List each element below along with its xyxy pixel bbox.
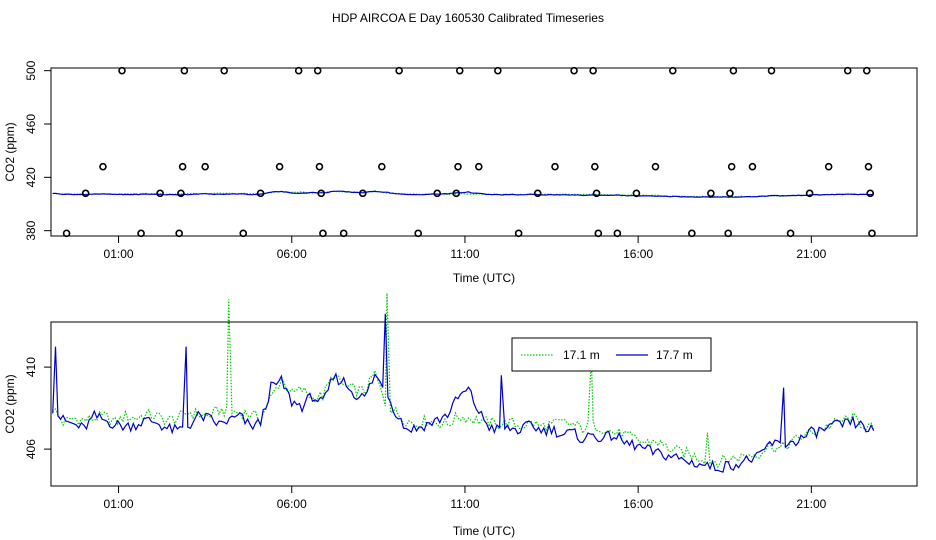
top-x-tick-label: 21:00 [796, 247, 826, 261]
bottom-y-axis: 406 410 [24, 357, 51, 459]
calibration-point [452, 189, 461, 198]
calibration-point [175, 229, 183, 238]
calibration-point [866, 189, 875, 198]
calibration-point [358, 189, 367, 198]
calibration-point [868, 229, 876, 238]
calibration-point [256, 189, 265, 198]
calibration-point [177, 189, 185, 198]
calibration-point [455, 66, 464, 75]
top-plot-frame [50, 67, 918, 237]
calibration-point [317, 189, 325, 198]
calibration-point [178, 162, 187, 171]
top-x-tick-label: 01:00 [104, 247, 134, 261]
calibration-point [118, 66, 126, 75]
top-x-tick-label: 11:00 [450, 247, 479, 261]
bottom-y-axis-label: CO2 (ppm) [3, 374, 17, 433]
bottom-panel: 01:00 06:00 11:00 16:00 21:00 406 410 Time (U… [3, 293, 918, 538]
top-calibration-points [62, 66, 876, 238]
calibration-point [748, 162, 757, 171]
calibration-point [275, 162, 284, 171]
calibration-point [180, 66, 189, 75]
calibration-point [239, 229, 248, 238]
chart-title: HDP AIRCOA E Day 160530 Calibrated Times… [332, 11, 604, 25]
bottom-x-tick-label: 11:00 [450, 497, 479, 511]
calibration-point [156, 189, 164, 198]
legend: 17.1 m 17.7 m [511, 337, 712, 372]
series-line-17-1-m [52, 293, 875, 469]
calibration-point [454, 162, 462, 171]
top-y-tick-label: 500 [24, 60, 38, 80]
calibration-point [494, 66, 502, 75]
calibration-point [313, 66, 322, 75]
series-line-17-7-m [52, 313, 875, 473]
calibration-point [727, 162, 736, 171]
calibration-point [824, 162, 833, 171]
calibration-point [319, 229, 327, 238]
calibration-point [724, 229, 733, 238]
calibration-point [99, 162, 107, 171]
bottom-x-tick-label: 16:00 [623, 497, 653, 511]
calibration-point [651, 162, 660, 171]
calibration-point [475, 162, 483, 171]
bottom-x-tick-label: 06:00 [277, 497, 307, 511]
calibration-point [726, 189, 734, 198]
calibration-point [551, 162, 559, 171]
top-series-lines [52, 190, 874, 198]
calibration-point [589, 66, 597, 75]
top-series-line [52, 190, 874, 198]
calibration-point [729, 66, 738, 75]
calibration-point [707, 189, 715, 198]
bottom-y-tick-label: 410 [24, 357, 38, 377]
legend-label-17-7m: 17.7 m [656, 348, 693, 362]
calibration-point [378, 162, 386, 171]
calibration-point [786, 229, 795, 238]
calibration-point [613, 229, 622, 238]
calibration-point [220, 66, 228, 75]
bottom-x-tick-label: 21:00 [796, 497, 826, 511]
calibration-point [315, 162, 324, 171]
top-x-tick-label: 06:00 [277, 247, 307, 261]
calibration-point [81, 189, 90, 198]
calibration-point [137, 229, 145, 238]
top-panel: 01:00 06:00 11:00 16:00 21:00 380 420 460 500 T… [3, 60, 918, 285]
bottom-y-tick-label: 406 [24, 439, 38, 459]
top-series-line [52, 190, 874, 198]
top-y-tick-label: 380 [24, 220, 38, 240]
bottom-x-axis: 01:00 06:00 11:00 16:00 21:00 [104, 486, 827, 511]
top-y-axis-label: CO2 (ppm) [3, 122, 17, 181]
top-x-tick-label: 16:00 [623, 247, 653, 261]
calibration-point [591, 162, 599, 171]
calibration-point [632, 189, 641, 198]
bottom-plot-frame [50, 321, 918, 487]
calibration-point [294, 66, 303, 75]
calibration-point [767, 66, 776, 75]
calibration-point [433, 189, 442, 198]
calibration-point [594, 229, 603, 238]
calibration-point [688, 229, 696, 238]
calibration-point [414, 229, 422, 238]
calibration-point [805, 189, 814, 198]
bottom-x-axis-label: Time (UTC) [453, 524, 515, 538]
calibration-point [862, 66, 871, 75]
top-y-axis: 380 420 460 500 [24, 60, 51, 241]
top-y-tick-label: 420 [24, 167, 38, 187]
calibration-point [533, 189, 542, 198]
calibration-point [668, 66, 677, 75]
calibration-point [514, 229, 523, 238]
calibration-point [62, 229, 71, 238]
bottom-series-lines [52, 293, 875, 473]
calibration-point [339, 229, 348, 238]
top-y-tick-label: 460 [24, 114, 38, 134]
top-x-axis: 01:00 06:00 11:00 16:00 21:00 [104, 236, 827, 261]
calibration-point [843, 66, 852, 75]
calibration-point [592, 189, 601, 198]
bottom-x-tick-label: 01:00 [104, 497, 134, 511]
legend-label-17-1m: 17.1 m [563, 348, 600, 362]
top-x-axis-label: Time (UTC) [453, 271, 515, 285]
calibration-point [201, 162, 209, 171]
calibration-point [570, 66, 578, 75]
calibration-point [864, 162, 873, 171]
calibration-point [395, 66, 403, 75]
